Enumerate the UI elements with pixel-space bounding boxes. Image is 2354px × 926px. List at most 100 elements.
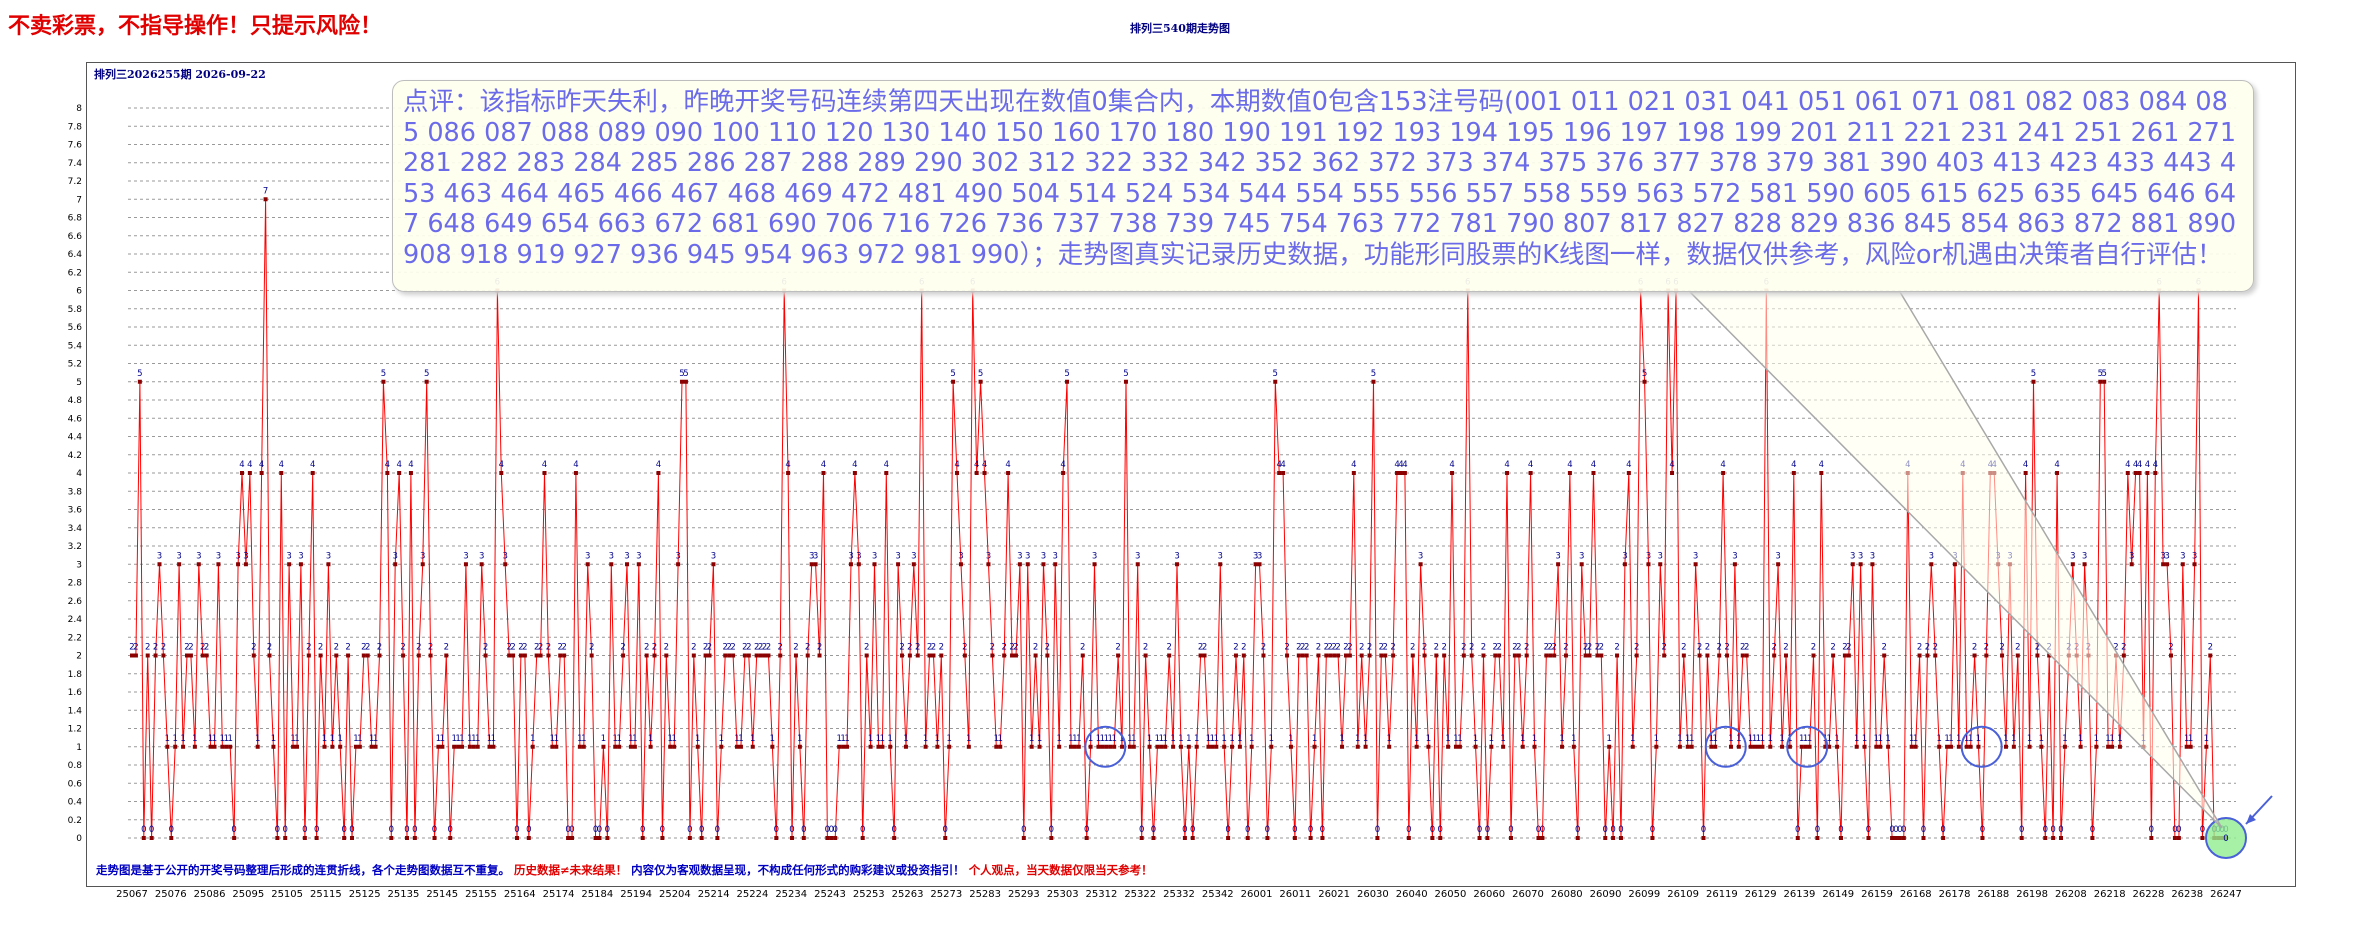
data-point [1956, 744, 1961, 749]
data-point [1560, 744, 1565, 749]
data-label: 1 [369, 734, 374, 744]
data-label: 1 [2027, 734, 2032, 744]
data-label: 0 [1308, 825, 1313, 835]
data-point [570, 836, 575, 840]
data-point [1937, 744, 1942, 749]
y-tick-label: 5.8 [68, 305, 83, 315]
data-point [141, 836, 146, 840]
data-label: 3 [326, 551, 331, 561]
data-label: 1 [935, 734, 940, 744]
x-tick-label: 25214 [698, 889, 730, 900]
data-point [346, 653, 351, 658]
data-label: 1 [436, 734, 441, 744]
data-label: 2 [1881, 643, 1886, 653]
data-point [581, 744, 586, 749]
data-point [805, 653, 810, 658]
data-point [216, 562, 221, 567]
data-label: 0 [1575, 825, 1580, 835]
data-point [530, 744, 535, 749]
data-point [204, 653, 209, 658]
data-point [1591, 471, 1596, 475]
data-label: 1 [1874, 734, 1879, 744]
data-label: 1 [530, 734, 535, 744]
data-label: 3 [420, 551, 425, 561]
data-point [279, 471, 284, 475]
data-point [1622, 562, 1627, 567]
data-point [2165, 562, 2170, 567]
data-point [868, 744, 873, 749]
footer-note-4: 个人观点，当天数据仅限当天参考！ [968, 863, 1153, 877]
data-label: 1 [471, 734, 476, 744]
data-point [888, 744, 893, 749]
x-tick-label: 25283 [969, 889, 1001, 900]
data-label: 3 [298, 551, 303, 561]
x-tick-label: 25204 [659, 889, 691, 900]
data-point [829, 836, 834, 840]
y-tick-label: 5.2 [68, 360, 82, 370]
y-tick-label: 6.2 [68, 268, 82, 278]
data-point [1430, 836, 1435, 840]
data-label: 0 [774, 825, 779, 835]
data-point [1053, 562, 1058, 567]
data-point [1701, 836, 1706, 840]
data-point [1540, 836, 1545, 840]
data-point [1815, 836, 1820, 840]
data-point [660, 836, 665, 840]
data-point [416, 653, 421, 658]
data-label: 5 [2098, 369, 2103, 379]
data-point [2078, 744, 2083, 749]
data-point [2090, 836, 2095, 840]
data-label: 1 [797, 734, 802, 744]
data-label: 2 [1367, 643, 1372, 653]
data-point [2055, 471, 2060, 475]
data-label: 1 [1500, 734, 1505, 744]
data-label: 2 [990, 643, 995, 653]
data-point [636, 562, 641, 567]
y-tick-label: 4.4 [68, 433, 83, 443]
data-label: 2 [1705, 643, 1710, 653]
y-tick-label: 0.2 [68, 816, 82, 826]
data-label: 4 [2133, 460, 2138, 470]
data-point [892, 836, 897, 840]
data-point [1277, 471, 1282, 475]
data-point [735, 744, 740, 749]
data-point [2062, 744, 2067, 749]
data-point [742, 653, 747, 658]
data-point [958, 562, 963, 567]
data-label: 2 [1516, 643, 1521, 653]
data-point [1343, 653, 1348, 658]
x-tick-label: 26208 [2055, 889, 2087, 900]
data-point [2188, 744, 2193, 749]
data-label: 1 [1178, 734, 1183, 744]
data-point [1410, 653, 1415, 658]
data-point [247, 471, 252, 475]
data-point [617, 744, 622, 749]
data-point [518, 653, 523, 658]
data-label: 3 [848, 551, 853, 561]
data-point [982, 471, 987, 475]
data-point [605, 836, 610, 840]
data-point [1288, 744, 1293, 749]
data-point [974, 471, 979, 475]
data-point [1446, 744, 1451, 749]
data-point [1167, 653, 1172, 658]
data-label: 2 [1379, 643, 1384, 653]
data-point [1457, 744, 1462, 749]
data-label: 2 [1166, 643, 1171, 653]
data-point [208, 744, 213, 749]
data-point [672, 744, 677, 749]
data-point [491, 744, 496, 749]
data-point [1469, 653, 1474, 658]
data-label: 1 [998, 734, 1003, 744]
data-point [2149, 836, 2154, 840]
data-label: 4 [852, 460, 857, 470]
data-point [644, 653, 649, 658]
data-point [1198, 653, 1203, 658]
data-point [1163, 744, 1168, 749]
data-point [1929, 562, 1934, 567]
data-label: 1 [1571, 734, 1576, 744]
data-label: 1 [451, 734, 456, 744]
data-label: 5 [1273, 369, 1278, 379]
data-point [1587, 653, 1592, 658]
